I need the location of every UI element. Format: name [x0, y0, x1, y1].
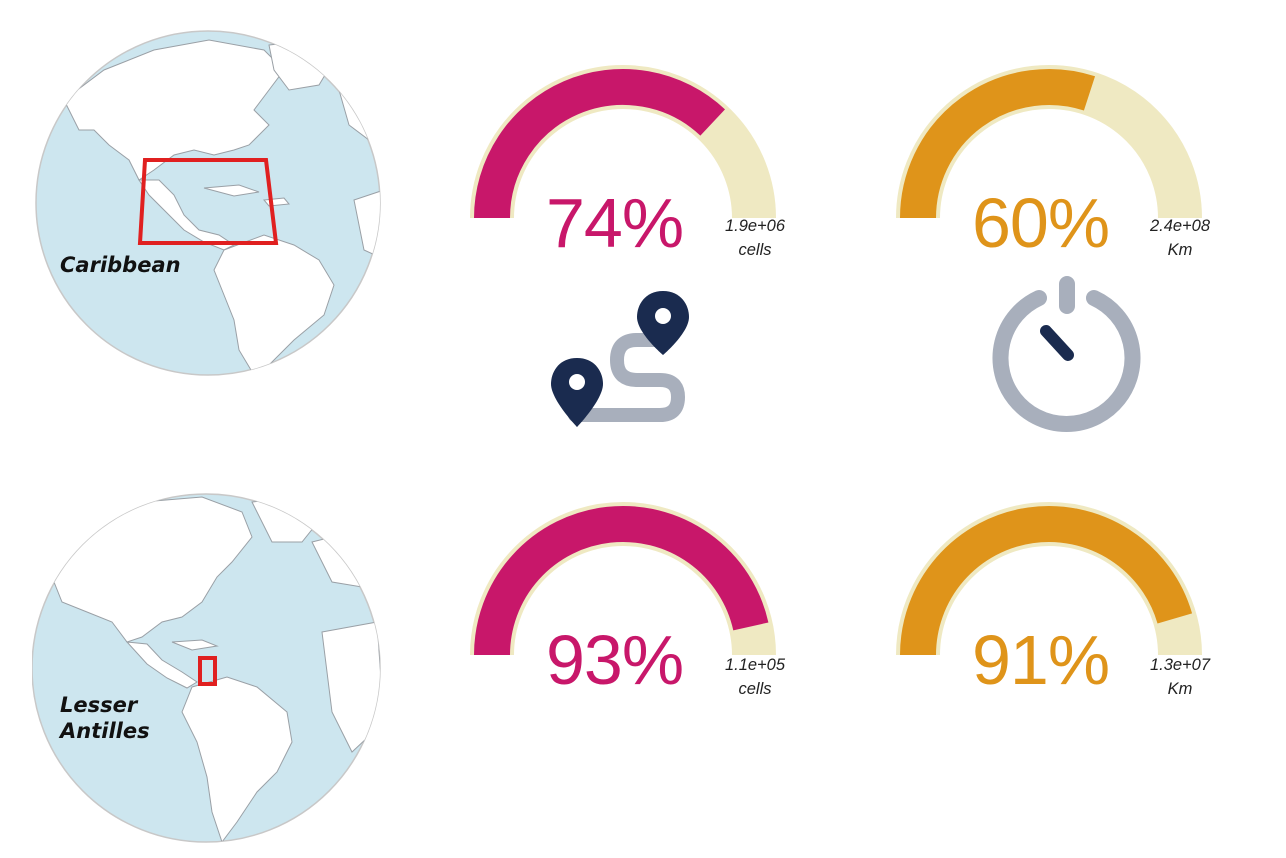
gauge-fill — [900, 506, 1193, 656]
percent-caribbean-distance: 60% — [972, 184, 1110, 262]
gauge-lesser-antilles-distance — [896, 502, 1202, 656]
caribbean-region-box — [137, 158, 279, 245]
percent-caribbean-cells: 74% — [546, 184, 684, 262]
region-label-caribbean: Caribbean — [60, 253, 181, 277]
gauge-caribbean-distance — [896, 65, 1202, 219]
globe-lesser-antilles — [32, 493, 381, 843]
value-number: 1.3e+07 — [1149, 656, 1211, 674]
value-unit: Km — [1167, 679, 1193, 698]
value-unit: cells — [738, 679, 772, 698]
globe-caribbean — [35, 30, 381, 376]
gauge-fill — [474, 69, 725, 219]
route-map-pins-icon — [551, 291, 689, 427]
gauge-lesser-antilles-cells — [470, 502, 776, 656]
value-number: 1.9e+06 — [724, 217, 786, 235]
value-number: 2.4e+08 — [1149, 217, 1211, 235]
percent-lesser-antilles-cells: 93% — [546, 621, 684, 699]
value-caribbean-distance: 2.4e+08 Km — [1125, 215, 1235, 263]
timer-icon — [992, 276, 1141, 432]
region-label-line1: Lesser — [60, 693, 138, 717]
gauge-caribbean-cells — [470, 65, 776, 219]
value-caribbean-cells: 1.9e+06 cells — [700, 215, 810, 263]
value-unit: Km — [1167, 240, 1193, 259]
value-unit: cells — [738, 240, 772, 259]
gauge-fill — [900, 69, 1096, 219]
region-label-line2: Antilles — [60, 719, 150, 744]
percent-lesser-antilles-distance: 91% — [972, 621, 1110, 699]
region-label-lesser-antilles: Lesser Antilles — [60, 692, 150, 745]
value-lesser-antilles-cells: 1.1e+05 cells — [700, 654, 810, 702]
lesser-antilles-region-box — [198, 656, 217, 686]
gauge-fill — [474, 505, 769, 656]
value-lesser-antilles-distance: 1.3e+07 Km — [1125, 654, 1235, 702]
value-number: 1.1e+05 — [724, 656, 786, 674]
